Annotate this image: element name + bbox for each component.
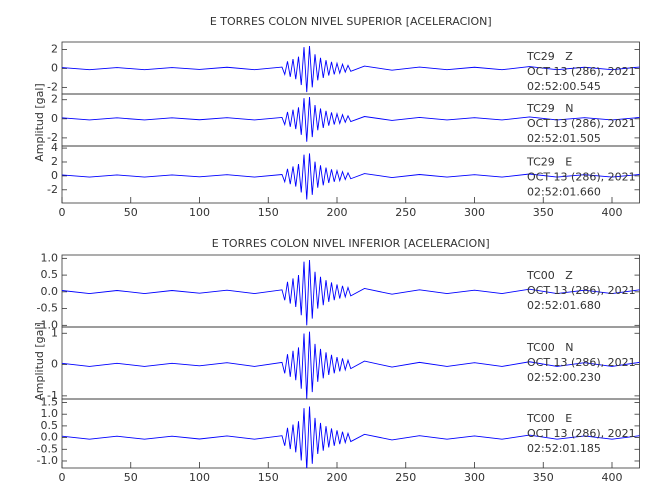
chart-title: E TORRES COLON NIVEL INFERIOR [ACELERACI… [212, 237, 490, 250]
y-tick-label: -1 [47, 389, 58, 402]
x-tick-label: 300 [464, 206, 485, 219]
seismogram-chart: E TORRES COLON NIVEL INFERIOR [ACELERACI… [33, 237, 640, 484]
x-tick-label: 100 [189, 471, 210, 484]
y-tick-label: -2 [47, 131, 58, 144]
x-tick-label: 0 [59, 206, 66, 219]
y-tick-label: 2 [51, 155, 58, 168]
x-tick-label: 0 [59, 471, 66, 484]
trace [62, 331, 640, 399]
trace-date: OCT 13 (286), 2021 [527, 356, 636, 369]
trace-date: OCT 13 (286), 2021 [527, 117, 636, 130]
y-tick-label: 0 [51, 112, 58, 125]
trace [62, 45, 640, 93]
y-tick-label: 2 [51, 93, 58, 106]
y-tick-label: -2 [47, 183, 58, 196]
seismogram-chart: E TORRES COLON NIVEL SUPERIOR [ACELERACI… [33, 15, 640, 219]
x-tick-label: 200 [327, 471, 348, 484]
chart-title: E TORRES COLON NIVEL SUPERIOR [ACELERACI… [210, 15, 492, 28]
x-tick-label: 250 [395, 471, 416, 484]
y-tick-label: 0 [51, 169, 58, 182]
y-tick-label: -0.5 [37, 302, 58, 315]
trace [62, 259, 640, 326]
trace [62, 97, 640, 142]
y-tick-label: 1.0 [41, 407, 59, 420]
trace-station: TC29 E [526, 156, 572, 169]
x-tick-label: 400 [602, 206, 623, 219]
x-tick-label: 350 [533, 206, 554, 219]
x-tick-label: 250 [395, 206, 416, 219]
y-tick-label: 1 [51, 326, 58, 339]
x-tick-label: 100 [189, 206, 210, 219]
panel-frame [61, 398, 640, 469]
x-tick-label: 350 [533, 471, 554, 484]
trace-station: TC00 E [526, 412, 572, 425]
y-tick-label: -2 [47, 80, 58, 93]
trace [62, 406, 640, 468]
y-tick-label: 0.0 [41, 431, 59, 444]
y-tick-label: 1.5 [41, 396, 59, 409]
y-tick-label: 0.5 [41, 419, 59, 432]
y-tick-label: -1.0 [37, 454, 58, 467]
x-tick-label: 400 [602, 471, 623, 484]
trace-date: OCT 13 (286), 2021 [527, 171, 636, 184]
y-tick-label: 4 [51, 141, 58, 154]
y-tick-label: 0 [51, 358, 58, 371]
x-tick-label: 50 [124, 471, 138, 484]
x-tick-label: 200 [327, 206, 348, 219]
y-tick-label: 0.5 [41, 268, 59, 281]
trace-time: 02:52:01.660 [527, 186, 601, 199]
x-tick-label: 300 [464, 471, 485, 484]
trace-station: TC00 N [526, 341, 573, 354]
trace-date: OCT 13 (286), 2021 [527, 65, 636, 78]
y-tick-label: 0.0 [41, 285, 59, 298]
y-tick-label: 2 [51, 43, 58, 56]
trace-time: 02:52:01.185 [527, 442, 601, 455]
trace-station: TC29 Z [526, 50, 573, 63]
y-tick-label: -0.5 [37, 442, 58, 455]
trace-time: 02:52:00.545 [527, 80, 601, 93]
x-tick-label: 150 [258, 471, 279, 484]
y-axis-label: Amplitud [gal] [33, 83, 46, 161]
trace-time: 02:52:01.680 [527, 299, 601, 312]
trace-station: TC00 Z [526, 269, 573, 282]
x-tick-label: 50 [124, 206, 138, 219]
trace [62, 153, 640, 200]
y-axis-label: Amplitud [gal] [33, 322, 46, 400]
trace-time: 02:52:00.230 [527, 371, 601, 384]
trace-station: TC29 N [526, 102, 573, 115]
y-tick-label: 1.0 [41, 251, 59, 264]
y-tick-label: 0 [51, 61, 58, 74]
y-tick-label: -1.0 [37, 318, 58, 331]
trace-time: 02:52:01.505 [527, 132, 601, 145]
trace-date: OCT 13 (286), 2021 [527, 284, 636, 297]
trace-date: OCT 13 (286), 2021 [527, 427, 636, 440]
x-tick-label: 150 [258, 206, 279, 219]
